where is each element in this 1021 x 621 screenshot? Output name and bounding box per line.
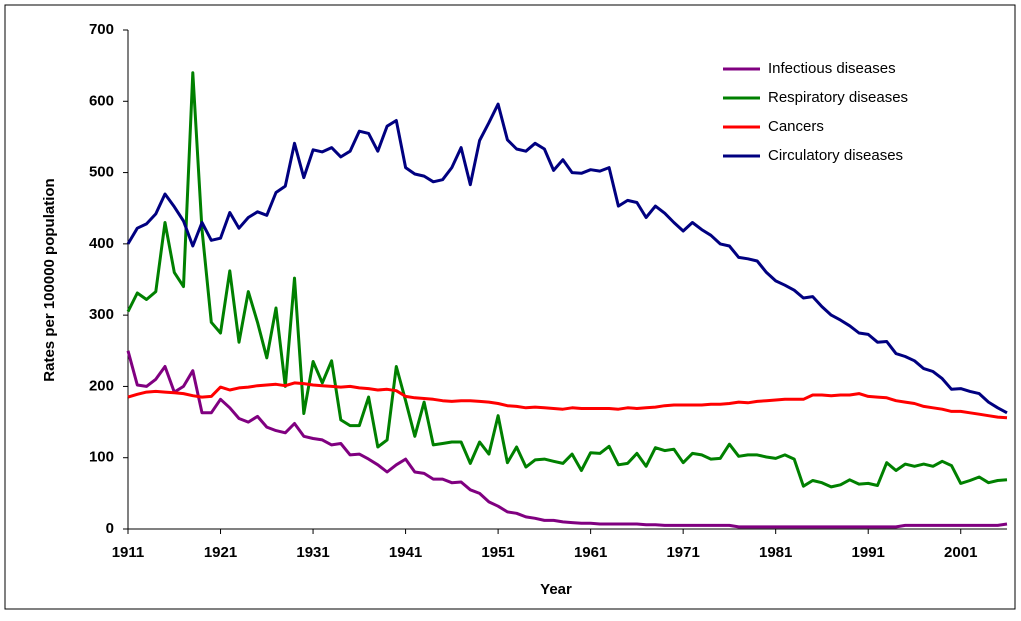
- x-tick-label: 2001: [944, 544, 977, 561]
- y-tick-label: 100: [89, 449, 114, 466]
- y-tick-label: 0: [106, 520, 114, 537]
- x-axis-label: Year: [540, 581, 572, 598]
- legend-label: Infectious diseases: [768, 60, 896, 77]
- series-line: [127, 381, 1008, 420]
- x-tick-label: 1921: [204, 544, 237, 561]
- series-line: [126, 350, 1008, 529]
- legend-label: Respiratory diseases: [768, 89, 908, 106]
- x-tick-label: 1911: [112, 544, 145, 561]
- chart-frame: [4, 4, 1016, 610]
- x-tick-label: 1981: [759, 544, 792, 561]
- legend-label: Cancers: [768, 118, 824, 135]
- x-tick-label: 1951: [481, 544, 514, 561]
- y-axis-label: Rates per 100000 population: [41, 178, 58, 381]
- x-tick-label: 1961: [574, 544, 607, 561]
- y-tick-label: 400: [89, 235, 114, 252]
- y-tick-label: 300: [89, 306, 114, 323]
- y-tick-label: 500: [89, 164, 114, 181]
- x-tick-label: 1991: [852, 544, 885, 561]
- x-tick-label: 1971: [666, 544, 699, 561]
- x-tick-label: 1931: [296, 544, 329, 561]
- series-line: [126, 102, 1008, 415]
- series-line: [126, 71, 1008, 489]
- y-tick-label: 600: [89, 92, 114, 109]
- y-tick-label: 200: [89, 377, 114, 394]
- x-tick-label: 1941: [389, 544, 422, 561]
- legend-label: Circulatory diseases: [768, 147, 903, 164]
- y-tick-label: 700: [89, 21, 114, 38]
